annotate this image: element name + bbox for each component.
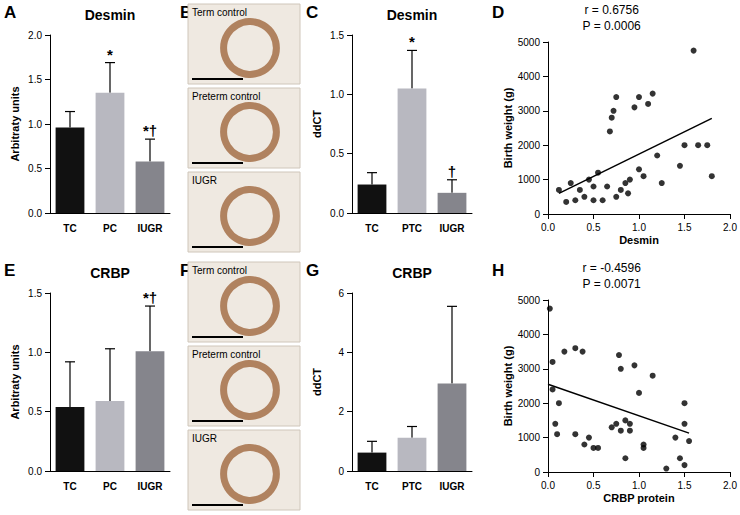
svg-text:Arbitraty units: Arbitraty units [9, 344, 21, 419]
svg-text:0.5: 0.5 [587, 480, 601, 491]
svg-text:P = 0.0071: P = 0.0071 [583, 277, 641, 291]
svg-text:C: C [306, 3, 318, 22]
svg-text:0.5: 0.5 [28, 163, 42, 174]
svg-text:CRBP: CRBP [90, 265, 130, 281]
svg-text:1.5: 1.5 [28, 288, 42, 299]
svg-text:D: D [492, 3, 504, 22]
svg-text:2.0: 2.0 [28, 30, 42, 41]
svg-text:†: † [448, 163, 456, 180]
svg-text:TC: TC [63, 223, 76, 234]
svg-text:3000: 3000 [518, 363, 541, 374]
svg-text:CRBP: CRBP [392, 265, 432, 281]
svg-text:Desmin: Desmin [85, 7, 136, 23]
svg-text:Desmin: Desmin [387, 7, 438, 23]
svg-text:2.0: 2.0 [723, 222, 737, 233]
svg-text:Birth weight (g): Birth weight (g) [502, 345, 514, 426]
svg-text:Arbitraty units: Arbitraty units [9, 86, 21, 161]
svg-text:1.5: 1.5 [330, 30, 344, 41]
svg-text:PC: PC [103, 481, 117, 492]
svg-text:*†: *† [143, 289, 157, 306]
svg-text:PC: PC [103, 223, 117, 234]
svg-text:H: H [492, 261, 504, 280]
svg-text:1000: 1000 [518, 432, 541, 443]
svg-text:PTC: PTC [402, 481, 422, 492]
svg-text:0.5: 0.5 [28, 406, 42, 417]
svg-text:1.0: 1.0 [330, 89, 344, 100]
svg-text:F: F [180, 261, 191, 280]
svg-text:A: A [4, 3, 16, 22]
svg-text:IUGR: IUGR [192, 433, 217, 444]
svg-text:r = 0.6756: r = 0.6756 [585, 3, 640, 17]
svg-text:1.5: 1.5 [678, 222, 692, 233]
svg-text:0.0: 0.0 [28, 208, 42, 219]
svg-text:4000: 4000 [518, 71, 541, 82]
svg-text:IUGR: IUGR [138, 223, 164, 234]
svg-text:0: 0 [534, 467, 540, 478]
svg-text:Preterm control: Preterm control [192, 91, 260, 102]
svg-text:P = 0.0006: P = 0.0006 [583, 19, 641, 33]
svg-text:0.0: 0.0 [541, 480, 555, 491]
svg-text:TC: TC [365, 481, 378, 492]
svg-text:0.0: 0.0 [330, 208, 344, 219]
svg-text:2.0: 2.0 [723, 480, 737, 491]
svg-text:1000: 1000 [518, 174, 541, 185]
svg-text:TC: TC [365, 223, 378, 234]
svg-text:Term control: Term control [192, 265, 247, 276]
svg-text:2000: 2000 [518, 398, 541, 409]
svg-text:G: G [306, 261, 319, 280]
svg-text:1.0: 1.0 [632, 222, 646, 233]
svg-text:5000: 5000 [518, 37, 541, 48]
svg-text:PTC: PTC [402, 223, 422, 234]
svg-text:Preterm control: Preterm control [192, 349, 260, 360]
svg-text:IUGR: IUGR [440, 481, 466, 492]
svg-text:CRBP protein: CRBP protein [603, 492, 675, 504]
svg-text:*: * [107, 46, 113, 63]
svg-text:2: 2 [338, 406, 344, 417]
svg-text:1.5: 1.5 [678, 480, 692, 491]
svg-text:B: B [180, 3, 193, 22]
svg-text:*: * [409, 33, 415, 50]
svg-text:0.5: 0.5 [330, 148, 344, 159]
svg-text:TC: TC [63, 481, 76, 492]
svg-text:0.5: 0.5 [587, 222, 601, 233]
svg-text:*†: *† [143, 122, 157, 139]
svg-text:1.0: 1.0 [632, 480, 646, 491]
svg-text:5000: 5000 [518, 295, 541, 306]
svg-text:0.0: 0.0 [28, 466, 42, 477]
svg-text:r = -0.4596: r = -0.4596 [583, 261, 642, 275]
svg-text:1.0: 1.0 [28, 119, 42, 130]
svg-text:ddCT: ddCT [311, 368, 323, 396]
svg-text:0: 0 [534, 209, 540, 220]
svg-text:IUGR: IUGR [192, 175, 217, 186]
svg-text:0.0: 0.0 [541, 222, 555, 233]
svg-text:Desmin: Desmin [619, 234, 659, 246]
svg-text:Birth weight (g): Birth weight (g) [502, 87, 514, 168]
svg-text:E: E [4, 261, 15, 280]
svg-text:0: 0 [338, 466, 344, 477]
svg-text:4000: 4000 [518, 329, 541, 340]
svg-text:ddCT: ddCT [311, 110, 323, 138]
svg-text:IUGR: IUGR [440, 223, 466, 234]
svg-text:1.5: 1.5 [28, 74, 42, 85]
svg-text:1.0: 1.0 [28, 347, 42, 358]
svg-text:Term control: Term control [192, 7, 247, 18]
svg-text:6: 6 [338, 288, 344, 299]
svg-text:4: 4 [338, 347, 344, 358]
svg-text:3000: 3000 [518, 105, 541, 116]
svg-text:IUGR: IUGR [138, 481, 164, 492]
svg-text:2000: 2000 [518, 140, 541, 151]
